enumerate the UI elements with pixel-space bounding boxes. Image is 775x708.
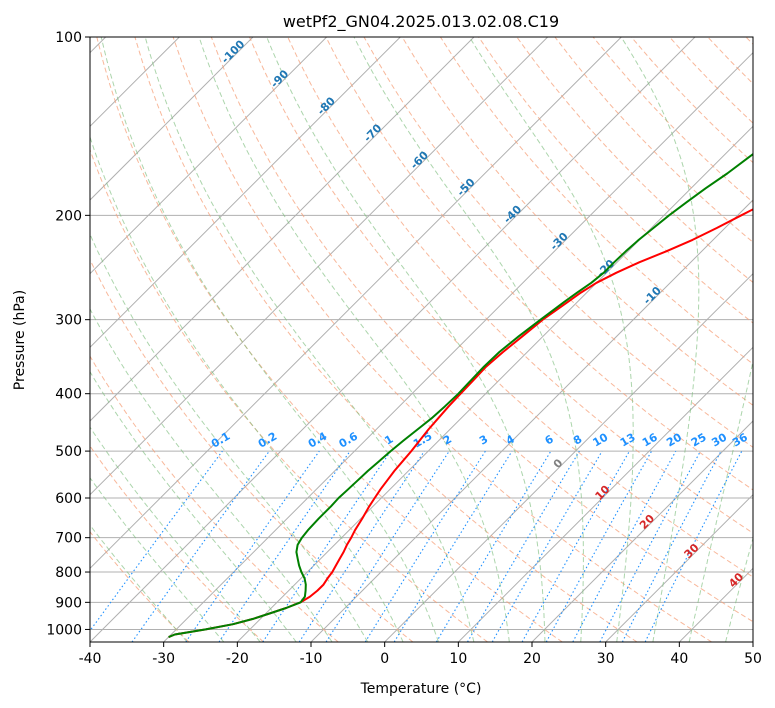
isotherm-line bbox=[90, 37, 696, 642]
dry-adiabat bbox=[90, 355, 339, 642]
plot-frame bbox=[89, 36, 754, 643]
moist-adiabat bbox=[198, 37, 510, 642]
dry-adiabat bbox=[90, 445, 264, 642]
isotherm-line bbox=[90, 37, 622, 570]
x-tick-label: 0 bbox=[380, 651, 389, 667]
y-tick-label: 600 bbox=[55, 491, 82, 507]
dry-adiabat bbox=[96, 37, 563, 642]
mixing-ratio-line bbox=[185, 450, 320, 642]
x-tick-label: 40 bbox=[670, 651, 688, 667]
x-tick-label: 20 bbox=[523, 651, 541, 667]
mixing-ratio-line bbox=[325, 450, 450, 642]
moist-adiabat bbox=[266, 37, 546, 642]
y-tick-label: 300 bbox=[55, 313, 82, 329]
mixing-ratio-line bbox=[521, 450, 630, 642]
y-tick-label: 700 bbox=[55, 531, 82, 547]
dry-adiabat bbox=[90, 531, 190, 642]
y-tick-label: 800 bbox=[55, 565, 82, 581]
x-tick-label: 30 bbox=[597, 651, 615, 667]
dry-adiabat bbox=[210, 37, 753, 623]
dewpoint-profile bbox=[168, 152, 753, 639]
x-tick-label: -40 bbox=[79, 651, 102, 667]
y-tick-label: 500 bbox=[55, 444, 82, 460]
dry-adiabat bbox=[90, 258, 414, 642]
isotherm-line bbox=[457, 346, 753, 642]
dry-adiabat bbox=[172, 37, 712, 642]
mixing-ratio-line bbox=[644, 450, 743, 642]
y-tick-label: 100 bbox=[55, 30, 82, 46]
isotherm-line bbox=[90, 37, 328, 275]
y-axis-title: Pressure (hPa) bbox=[12, 290, 28, 390]
mixing-ratio-line bbox=[218, 450, 351, 642]
dry-adiabat bbox=[325, 37, 753, 491]
mixing-ratio-line bbox=[90, 450, 223, 632]
mixing-ratio-line bbox=[131, 450, 270, 642]
moist-adiabat bbox=[144, 37, 475, 642]
x-tick-label: -20 bbox=[226, 651, 249, 667]
x-axis-title: Temperature (°C) bbox=[360, 681, 482, 697]
dry-adiabat bbox=[439, 37, 753, 365]
x-tick-label: -10 bbox=[300, 651, 323, 667]
y-axis: 100 200 300 400 500 600 700 800 900 1000 bbox=[46, 30, 90, 638]
mixing-ratio-line bbox=[393, 450, 513, 642]
moist-adiabat bbox=[353, 37, 584, 642]
moist-adiabat bbox=[725, 536, 753, 642]
y-tick-label: 900 bbox=[55, 595, 82, 611]
x-axis: -40 -30 -20 -10 0 10 20 30 40 50 bbox=[79, 642, 762, 667]
isotherm-line bbox=[90, 37, 254, 201]
x-tick-label: 10 bbox=[449, 651, 467, 667]
isotherm-line bbox=[90, 37, 475, 422]
isotherm-line bbox=[310, 199, 753, 642]
y-tick-label: 1000 bbox=[46, 622, 82, 638]
moist-adiabat bbox=[90, 232, 369, 642]
dry-adiabat bbox=[249, 37, 753, 578]
moist-adiabat bbox=[688, 358, 753, 642]
mixing-ratio-line bbox=[262, 450, 392, 642]
x-tick-label: -30 bbox=[152, 651, 175, 667]
moist-adiabat bbox=[620, 37, 700, 642]
plot-background bbox=[90, 37, 753, 642]
isotherm-line bbox=[384, 272, 753, 642]
moist-adiabat bbox=[90, 135, 404, 642]
sounding-profiles bbox=[168, 152, 753, 639]
chart-title: wetPf2_GN04.2025.013.02.08.C19 bbox=[283, 12, 559, 32]
isotherm-line bbox=[163, 51, 753, 642]
moist-adiabat bbox=[100, 37, 439, 642]
isotherm-line bbox=[605, 493, 753, 642]
mixing-ratio-line bbox=[572, 450, 677, 642]
temperature-profile bbox=[168, 208, 753, 639]
mixing-ratio-line bbox=[545, 450, 653, 642]
dry-adiabat bbox=[516, 37, 753, 284]
dry-adiabat bbox=[134, 37, 638, 642]
dry-adiabat bbox=[90, 148, 488, 642]
y-tick-label: 200 bbox=[55, 208, 82, 224]
moist-adiabat bbox=[90, 426, 261, 642]
isotherm-line bbox=[236, 125, 753, 642]
isotherm-line bbox=[90, 37, 549, 496]
moist-adiabat bbox=[90, 476, 225, 642]
y-tick-label: 400 bbox=[55, 387, 82, 403]
mixing-ratio-line bbox=[298, 450, 425, 642]
isotherm-line bbox=[531, 420, 753, 642]
x-tick-label: 50 bbox=[744, 651, 762, 667]
